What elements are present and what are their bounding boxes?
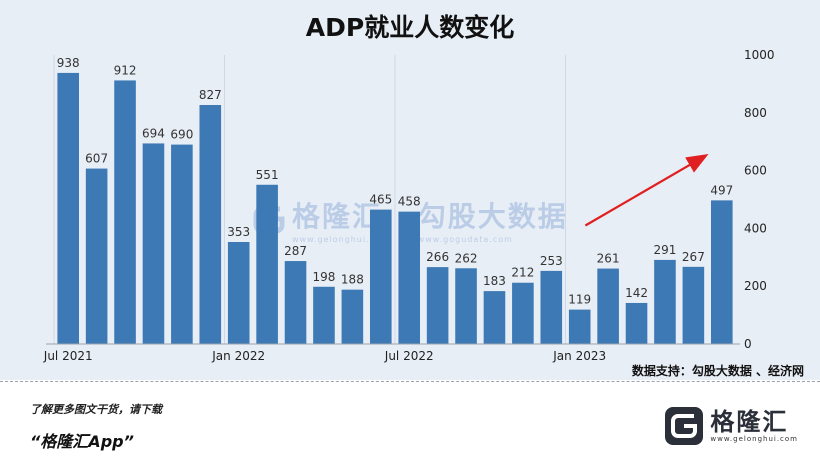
source-note: 数据支持：勾股大数据 、经济网 (631, 364, 804, 378)
bar (426, 267, 449, 344)
bar (398, 211, 421, 344)
data-label: 607 (85, 152, 108, 166)
data-label: 188 (341, 273, 364, 287)
bar (597, 268, 619, 344)
data-label: 198 (313, 270, 336, 284)
divider (0, 381, 820, 382)
bar (710, 200, 733, 344)
footer-logo-sub: www.gelonghui.com (710, 435, 798, 443)
bar (540, 270, 563, 344)
trend-arrow (584, 153, 709, 227)
data-label: 497 (710, 183, 733, 197)
data-label: 465 (369, 193, 392, 207)
bar (85, 168, 108, 344)
data-label: 694 (142, 126, 165, 140)
x-tick-label: Jan 2022 (211, 349, 265, 363)
footer-logo-text: 格隆汇 (710, 408, 789, 436)
data-label: 827 (199, 88, 222, 102)
bar (114, 80, 136, 344)
data-label: 142 (625, 286, 648, 300)
data-label: 938 (57, 56, 80, 70)
data-label: 267 (682, 250, 705, 264)
bar (455, 268, 477, 344)
footer-app-name: “格隆汇App” (30, 432, 134, 451)
data-label: 183 (483, 274, 506, 288)
bar (199, 104, 222, 344)
bar (341, 289, 364, 344)
bar (171, 144, 193, 344)
data-label: 119 (568, 293, 591, 307)
gelonghui-logo-icon (665, 407, 704, 445)
data-label: 266 (426, 250, 449, 264)
data-label: 690 (170, 128, 193, 142)
data-label: 353 (227, 225, 250, 239)
bar (313, 286, 335, 344)
bar (654, 259, 676, 344)
y-tick-label: 600 (744, 164, 767, 178)
bar (483, 291, 506, 344)
bar (625, 302, 648, 344)
footer-note: 了解更多图文干货，请下载 (30, 403, 162, 416)
bar (256, 184, 278, 344)
bar (142, 143, 165, 344)
data-label: 458 (398, 195, 421, 209)
y-tick-label: 200 (744, 279, 767, 293)
data-label: 253 (540, 254, 563, 268)
x-tick-label: Jan 2023 (552, 349, 606, 363)
x-tick-label: Jul 2021 (43, 349, 93, 363)
y-tick-label: 400 (744, 221, 767, 235)
y-tick-label: 1000 (744, 48, 775, 62)
bar (284, 261, 307, 344)
data-label: 261 (597, 252, 620, 266)
y-tick-label: 800 (744, 106, 767, 120)
data-label: 287 (284, 244, 307, 258)
bar (227, 241, 250, 344)
bar (682, 266, 705, 344)
bar (568, 309, 591, 344)
bar (369, 209, 392, 344)
bar (512, 282, 534, 344)
data-label: 912 (114, 63, 137, 77)
chart-title: ADP就业人数变化 (305, 13, 515, 42)
x-tick-label: Jul 2022 (384, 349, 434, 363)
footer-logo: 格隆汇 www.gelonghui.com (664, 402, 798, 450)
data-label: 291 (654, 243, 677, 257)
data-label: 551 (256, 168, 279, 182)
bar (57, 72, 80, 344)
y-tick-label: 0 (744, 337, 752, 351)
data-label: 262 (455, 251, 478, 265)
data-label: 212 (511, 266, 534, 280)
adp-bar-chart: 938 607 912 694 690 827 353 551 287 198 188 465 458 2… (43, 48, 775, 363)
